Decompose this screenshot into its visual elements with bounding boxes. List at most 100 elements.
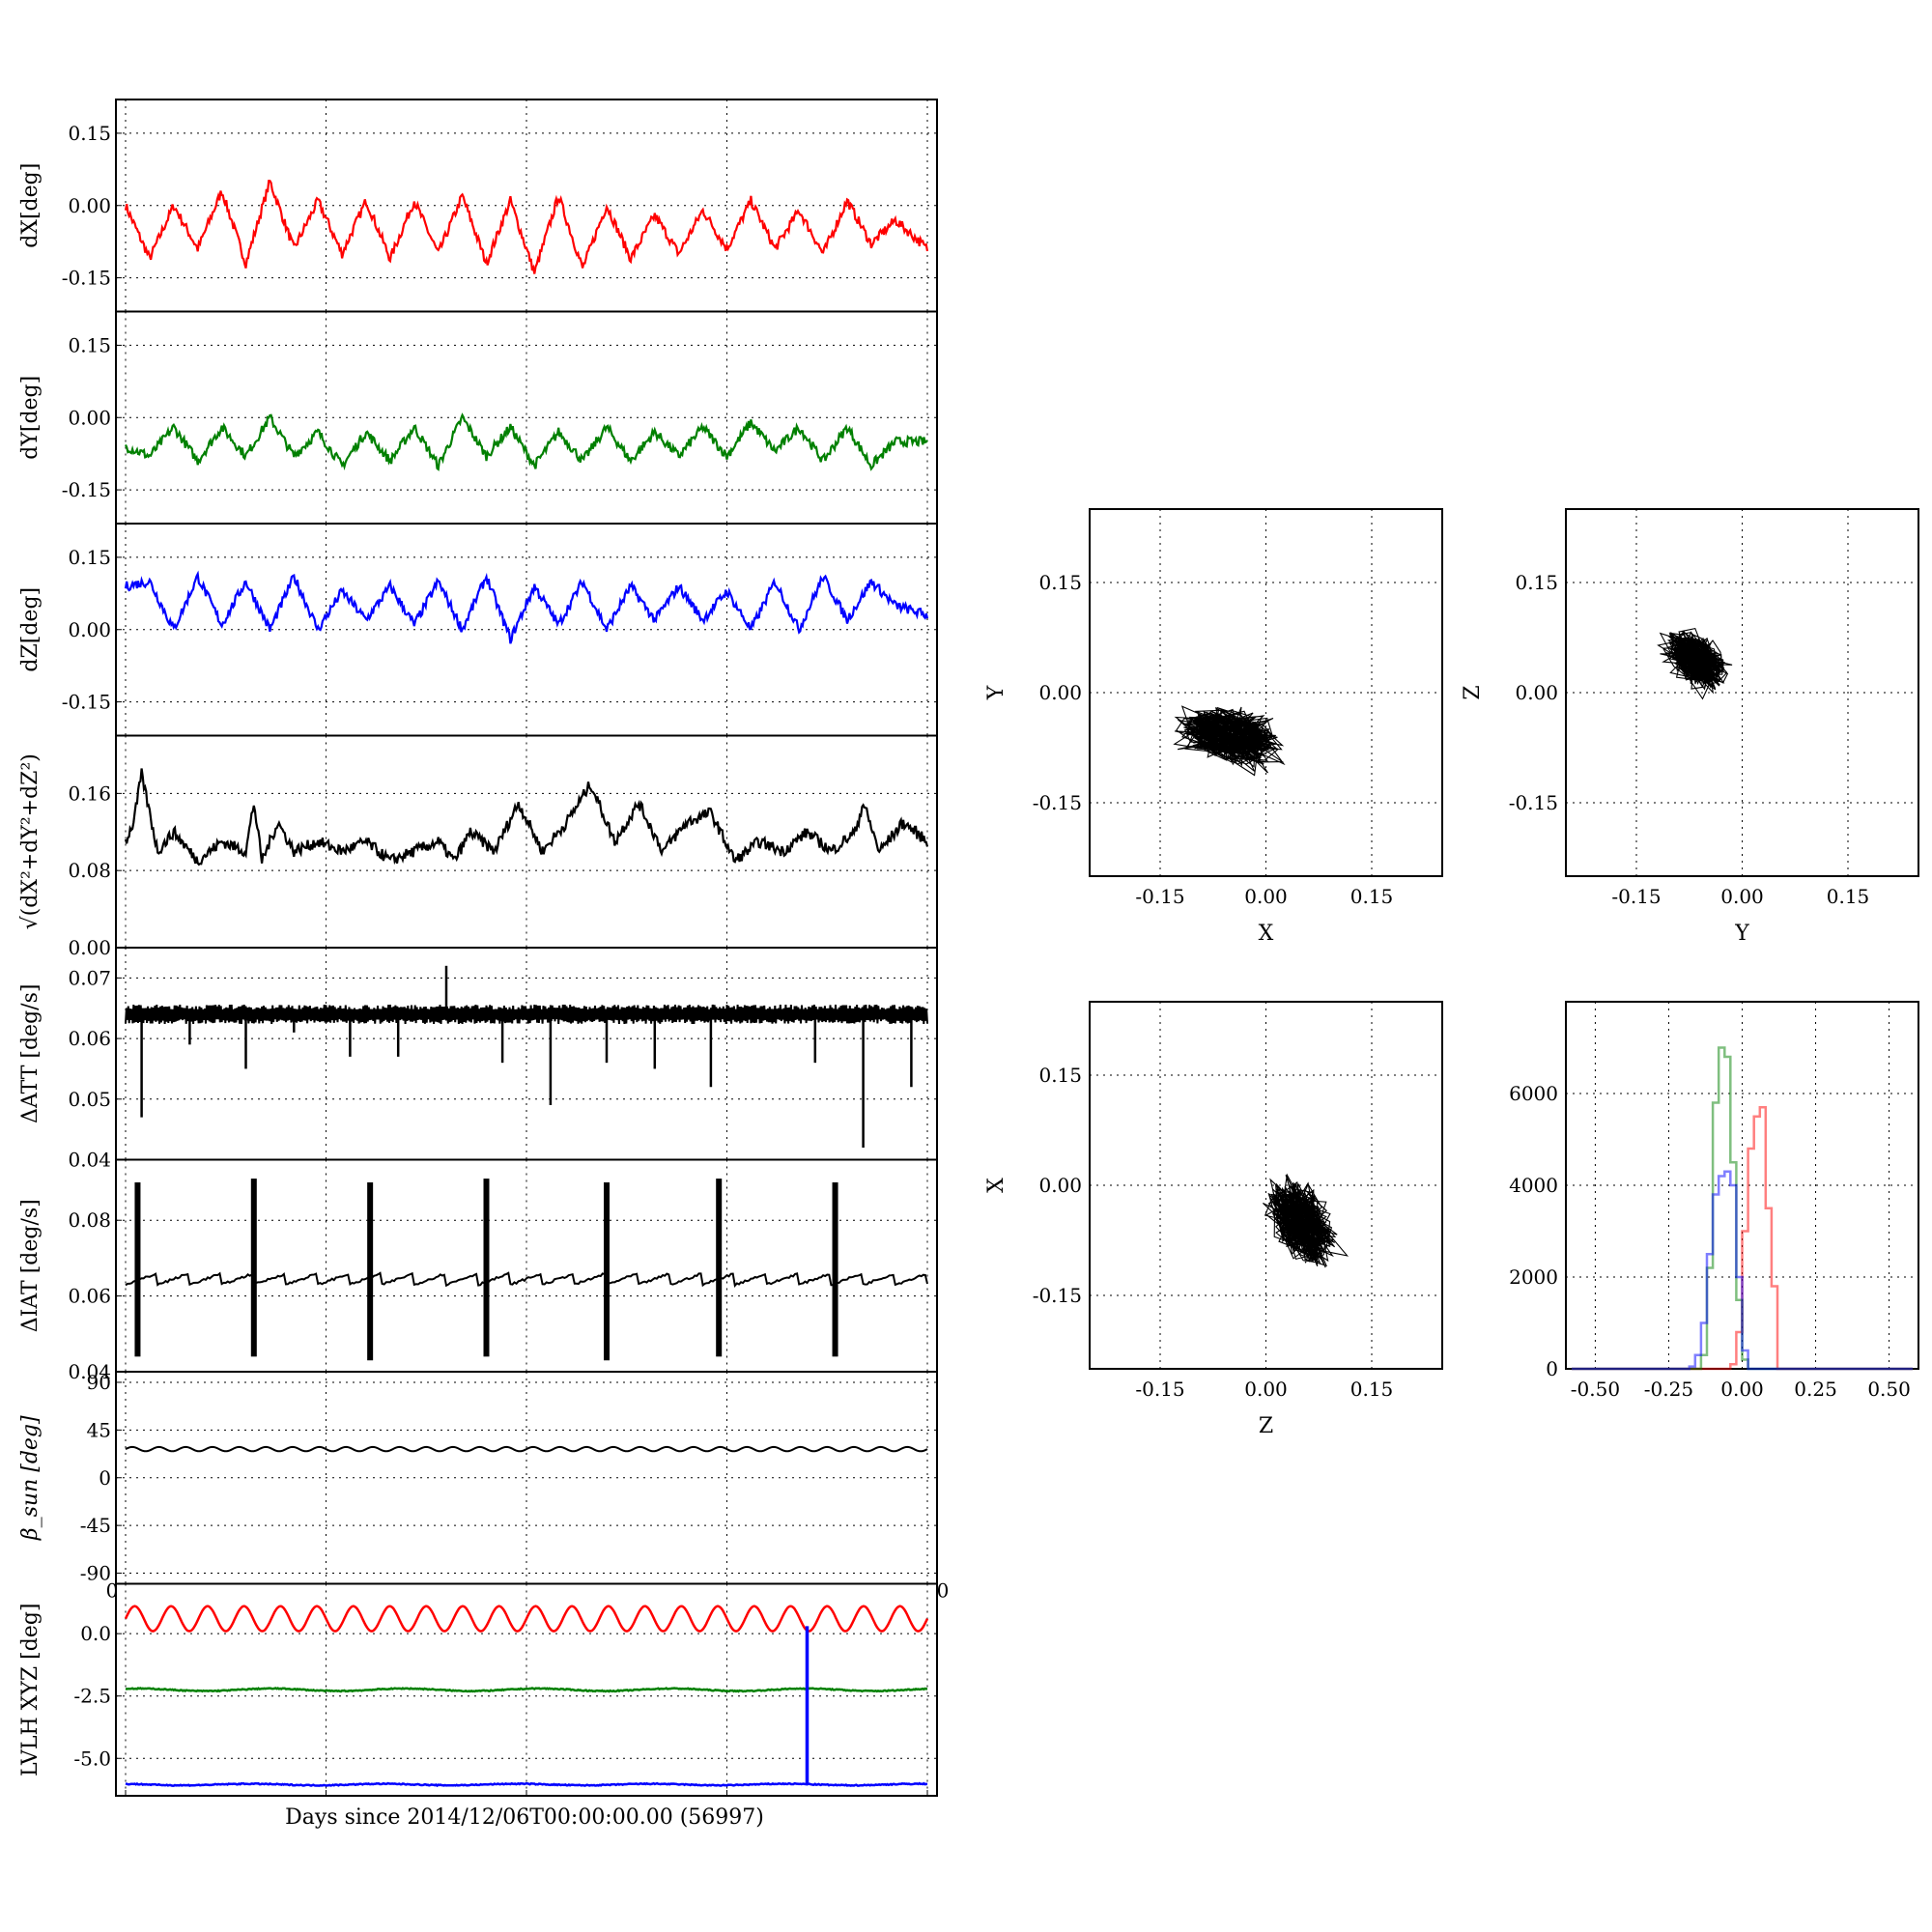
- panel-LVLH-series-line-2: [125, 1781, 928, 1788]
- panel-dZ-ytick-label: 0.15: [68, 546, 111, 569]
- panel-dZ-ylabel: dZ[deg]: [18, 587, 43, 672]
- panel-LVLH-series-line-1: [125, 1687, 928, 1693]
- panel-ZX-xtick-label: 0.00: [1244, 1378, 1288, 1401]
- panel-dIAT-spike: [716, 1179, 723, 1357]
- panel-magnitude-ytick-label: 0.08: [68, 859, 111, 882]
- panel-dX-ytick-label: 0.15: [68, 122, 111, 145]
- panel-dIAT-spike: [604, 1182, 610, 1361]
- panel-dZ: 0.15 0.00 -0.15 dZ[deg]: [18, 523, 938, 737]
- panel-dX: 0.15 0.00 -0.15 dX[deg]: [18, 99, 938, 313]
- panel-histogram-xtick-label: 0.00: [1720, 1378, 1764, 1401]
- panel-dIAT: 0.08 0.06 0.04 ΔIAT [deg/s]: [18, 1158, 938, 1383]
- panel-magnitude: 0.16 0.08 0.00 √(dX²+dY²+dZ²): [18, 734, 938, 959]
- panel-dATT-ytick-label: 0.07: [68, 966, 111, 989]
- panel-LVLH-ytick-label: -5.0: [73, 1747, 111, 1770]
- panel-ZX-ylabel: X: [984, 1178, 1009, 1193]
- panel-XY-ytick-label: -0.15: [1033, 791, 1082, 814]
- panel-dX-ylabel: dX[deg]: [18, 163, 43, 248]
- panel-LVLH-series-line-0: [124, 1605, 929, 1633]
- panel-dX-ytick-label: -0.15: [62, 267, 111, 290]
- panel-magnitude-ytick-label: 0.16: [68, 781, 111, 805]
- panel-YZ-ytick-label: -0.15: [1509, 791, 1558, 814]
- panel-beta-sun-corner-label-right: 0: [937, 1579, 950, 1603]
- panel-histogram-ytick-label: 4000: [1509, 1174, 1558, 1197]
- panel-ZX-ytick-label: -0.15: [1033, 1284, 1082, 1307]
- panel-dATT-ylabel: ΔATT [deg/s]: [18, 984, 43, 1123]
- panel-LVLH: 0.0 -2.5 -5.0 LVLH XYZ [deg]: [18, 1582, 938, 1797]
- panel-histogram-ytick-label: 2000: [1509, 1265, 1558, 1289]
- panel-dY-ytick-label: 0.15: [68, 333, 111, 356]
- panel-beta-sun-ytick-label: -45: [80, 1514, 111, 1537]
- panel-beta-sun-ytick-label: 90: [87, 1371, 111, 1394]
- panel-YZ: -0.15 0.15 0.00 0.00 0.15 -0.15 Y Z: [1461, 508, 1919, 946]
- panel-beta-sun-ylabel: β_sun [deg]: [18, 1415, 43, 1541]
- panel-dZ-ytick-label: -0.15: [62, 691, 111, 714]
- panel-dIAT-series-line: [125, 1271, 928, 1288]
- panel-ZX-trajectory: [1263, 1173, 1350, 1268]
- panel-XY-xlabel: X: [1259, 922, 1274, 946]
- panel-histogram-series-1: [1572, 1046, 1913, 1371]
- panel-dY-ytick-label: 0.00: [68, 406, 111, 429]
- panel-dX-ytick-label: 0.00: [68, 194, 111, 217]
- panel-ZX-xtick-label: 0.15: [1350, 1378, 1394, 1401]
- panel-YZ-xtick-label: 0.15: [1827, 885, 1870, 908]
- panel-dY-ylabel: dY[deg]: [18, 376, 43, 460]
- panel-beta-sun-ytick-label: -90: [80, 1562, 111, 1585]
- panel-histogram-xtick-label: 0.50: [1867, 1378, 1911, 1401]
- panel-beta-sun-ytick-label: 0: [99, 1466, 111, 1490]
- panel-LVLH-ytick-label: -2.5: [73, 1685, 111, 1708]
- panel-dIAT-ytick-label: 0.08: [68, 1208, 111, 1232]
- panel-YZ-xtick-label: -0.15: [1611, 885, 1661, 908]
- panel-XY-xtick-label: 0.00: [1244, 885, 1288, 908]
- panel-dATT-frame: [115, 947, 938, 1161]
- panel-histogram-xtick-label: -0.50: [1571, 1378, 1620, 1401]
- panel-histogram-series-0: [1572, 1106, 1913, 1371]
- panel-dATT-ytick-label: 0.06: [68, 1027, 111, 1050]
- panel-XY-xtick-label: 0.15: [1350, 885, 1394, 908]
- panel-histogram-ytick-label: 0: [1546, 1357, 1558, 1380]
- panel-YZ-ytick-label: 0.15: [1515, 571, 1558, 594]
- panel-dATT-series-line: [125, 1004, 928, 1025]
- panel-dATT: 0.07 0.06 0.05 0.04 ΔATT [deg/s]: [18, 947, 938, 1172]
- panel-histogram-xtick-label: 0.25: [1794, 1378, 1837, 1401]
- panel-magnitude-ytick-label: 0.00: [68, 936, 111, 959]
- panel-dZ-series-line: [124, 570, 929, 644]
- panel-dY-series-line: [125, 412, 928, 471]
- panel-YZ-ylabel: Z: [1461, 685, 1485, 699]
- panel-XY-ytick-label: 0.00: [1038, 681, 1082, 704]
- panel-ZX-xtick-label: -0.15: [1135, 1378, 1184, 1401]
- panel-LVLH-ylabel: LVLH XYZ [deg]: [18, 1604, 43, 1777]
- panel-dX-series-line: [124, 180, 929, 274]
- panel-dATT-ytick-label: 0.04: [68, 1149, 111, 1172]
- panel-histogram: -0.50 -0.25 0.00 0.25 0.50 6000 4000 2000 0: [1509, 1001, 1919, 1401]
- panel-XY-trajectory: [1173, 705, 1286, 777]
- panel-dIAT-spike: [250, 1179, 257, 1357]
- panel-magnitude-frame: [115, 734, 938, 949]
- panel-dY: 0.15 0.00 -0.15 dY[deg]: [18, 310, 938, 525]
- panel-dZ-ytick-label: 0.00: [68, 618, 111, 641]
- panel-dIAT-spike: [134, 1182, 141, 1357]
- panel-beta-sun-series-line: [125, 1445, 928, 1453]
- panel-magnitude-ylabel: √(dX²+dY²+dZ²): [18, 753, 43, 929]
- panel-YZ-ytick-label: 0.00: [1515, 681, 1558, 704]
- panel-dIAT-ylabel: ΔIAT [deg/s]: [18, 1199, 43, 1332]
- panel-ZX-ytick-label: 0.15: [1038, 1064, 1082, 1087]
- panel-magnitude-series-line: [124, 768, 929, 867]
- panel-YZ-xlabel: Y: [1734, 922, 1749, 946]
- panel-dY-ytick-label: -0.15: [62, 478, 111, 501]
- panel-dIAT-ytick-label: 0.04: [68, 1360, 111, 1383]
- panel-YZ-xtick-label: 0.00: [1720, 885, 1764, 908]
- shared-x-axis-label: Days since 2014/12/06T00:00:00.00 (56997…: [285, 1805, 764, 1830]
- panel-XY: -0.15 0.15 0.00 0.00 0.15 -0.15 X Y: [984, 508, 1443, 946]
- panel-XY-ytick-label: 0.15: [1038, 571, 1082, 594]
- panel-XY-ylabel: Y: [984, 685, 1009, 700]
- panel-histogram-ytick-label: 6000: [1509, 1082, 1558, 1105]
- panel-dIAT-spike: [483, 1179, 490, 1357]
- panel-YZ-trajectory: [1657, 627, 1733, 700]
- panel-XY-xtick-label: -0.15: [1135, 885, 1184, 908]
- panel-dIAT-spike: [367, 1182, 374, 1361]
- panel-dIAT-frame: [115, 1158, 938, 1373]
- panel-dIAT-ytick-label: 0.06: [68, 1285, 111, 1308]
